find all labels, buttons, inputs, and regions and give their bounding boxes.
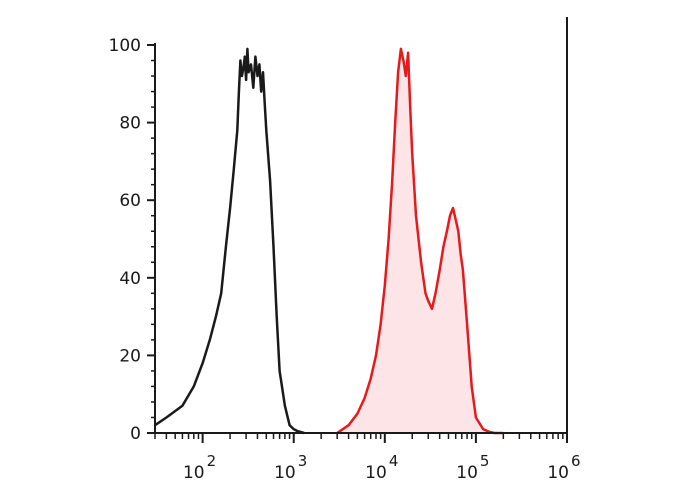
- series-2-fill: [337, 48, 504, 434]
- x-tick-label: 10: [183, 463, 205, 483]
- y-tick-label: 20: [119, 346, 141, 366]
- x-tick-label: 10: [547, 463, 569, 483]
- x-tick-label: 10: [365, 463, 387, 483]
- x-tick-label: 10: [456, 463, 478, 483]
- series-2-line: [336, 47, 504, 435]
- x-tick-exponent: 2: [207, 452, 217, 470]
- x-tick-exponent: 5: [480, 452, 490, 470]
- y-tick-label: 0: [130, 424, 141, 444]
- y-tick-label: 100: [109, 36, 141, 56]
- x-tick-label: 10: [274, 463, 296, 483]
- x-tick-exponent: 6: [571, 452, 581, 470]
- x-tick-exponent: 4: [389, 452, 399, 470]
- series-layer: [154, 47, 504, 435]
- x-tick-exponent: 3: [298, 452, 308, 470]
- y-tick-label: 80: [119, 114, 141, 134]
- y-tick-label: 40: [119, 269, 141, 289]
- series-1-line: [154, 47, 305, 435]
- y-tick-label: 60: [119, 191, 141, 211]
